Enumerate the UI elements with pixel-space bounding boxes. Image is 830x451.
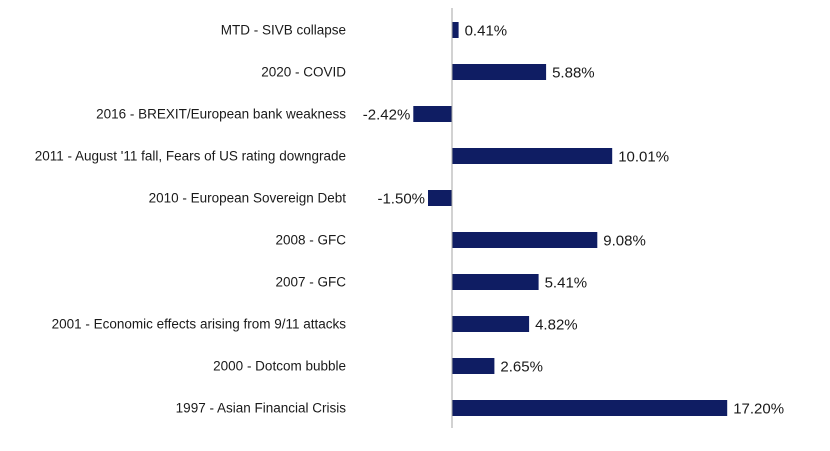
category-label: MTD - SIVB collapse [221, 23, 346, 38]
value-label: -1.50% [377, 191, 425, 208]
bar [452, 274, 539, 290]
bar [452, 316, 530, 332]
bar [452, 64, 547, 80]
value-label: 17.20% [733, 401, 784, 418]
category-label: 2008 - GFC [275, 233, 346, 248]
value-labels-group: 0.41% 5.88% -2.42% 10.01% -1.50% 9.08% 5.41% 4.… [363, 23, 784, 418]
bar [452, 358, 495, 374]
category-label: 2020 - COVID [261, 65, 346, 80]
value-label: 4.82% [535, 317, 578, 334]
bars-group [413, 22, 728, 416]
bar [452, 400, 728, 416]
category-labels-group: MTD - SIVB collapse 2020 - COVID 2016 - BR… [35, 23, 347, 416]
value-label: 5.41% [545, 275, 588, 292]
value-label: 9.08% [603, 233, 646, 250]
category-label: 2016 - BREXIT/European bank weakness [96, 107, 346, 122]
value-label: -2.42% [363, 107, 411, 124]
value-label: 2.65% [500, 359, 543, 376]
value-label: 10.01% [618, 149, 669, 166]
category-label: 2001 - Economic effects arising from 9/1… [52, 317, 347, 332]
category-label: 2000 - Dotcom bubble [213, 359, 346, 374]
bar [452, 148, 613, 164]
category-label: 2007 - GFC [275, 275, 346, 290]
category-label: 2010 - European Sovereign Debt [149, 191, 347, 206]
bar [452, 22, 459, 38]
category-label: 2011 - August '11 fall, Fears of US rati… [35, 149, 346, 164]
value-label: 0.41% [465, 23, 508, 40]
bar [452, 232, 598, 248]
value-label: 5.88% [552, 65, 595, 82]
category-label: 1997 - Asian Financial Crisis [176, 401, 347, 416]
bar [413, 106, 452, 122]
bar [428, 190, 452, 206]
